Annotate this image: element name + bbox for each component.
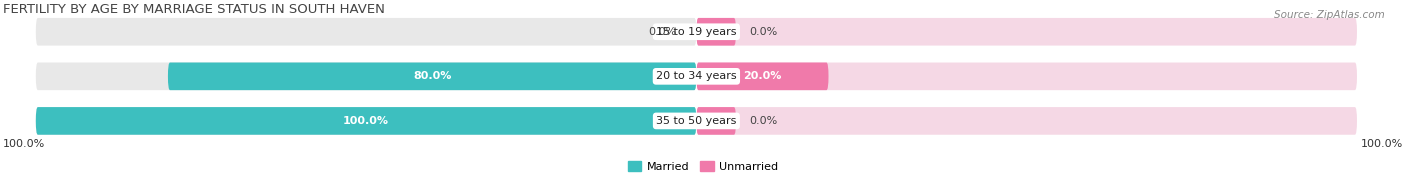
- Text: 0.0%: 0.0%: [749, 116, 778, 126]
- Text: 15 to 19 years: 15 to 19 years: [657, 27, 737, 37]
- FancyBboxPatch shape: [167, 63, 696, 90]
- FancyBboxPatch shape: [35, 107, 696, 135]
- FancyBboxPatch shape: [696, 63, 828, 90]
- FancyBboxPatch shape: [696, 18, 735, 46]
- Text: Source: ZipAtlas.com: Source: ZipAtlas.com: [1274, 10, 1385, 20]
- Legend: Married, Unmarried: Married, Unmarried: [623, 157, 783, 177]
- Text: 100.0%: 100.0%: [3, 139, 45, 149]
- Text: 0.0%: 0.0%: [749, 27, 778, 37]
- FancyBboxPatch shape: [696, 63, 1357, 90]
- FancyBboxPatch shape: [35, 63, 696, 90]
- FancyBboxPatch shape: [696, 107, 735, 135]
- Text: 20 to 34 years: 20 to 34 years: [657, 71, 737, 81]
- Text: 20.0%: 20.0%: [744, 71, 782, 81]
- Text: 80.0%: 80.0%: [413, 71, 451, 81]
- Text: 100.0%: 100.0%: [343, 116, 389, 126]
- Text: 100.0%: 100.0%: [1361, 139, 1403, 149]
- FancyBboxPatch shape: [696, 18, 1357, 46]
- Text: 0.0%: 0.0%: [648, 27, 676, 37]
- Text: FERTILITY BY AGE BY MARRIAGE STATUS IN SOUTH HAVEN: FERTILITY BY AGE BY MARRIAGE STATUS IN S…: [3, 3, 385, 16]
- FancyBboxPatch shape: [696, 107, 1357, 135]
- Text: 35 to 50 years: 35 to 50 years: [657, 116, 737, 126]
- FancyBboxPatch shape: [35, 18, 696, 46]
- FancyBboxPatch shape: [35, 107, 696, 135]
